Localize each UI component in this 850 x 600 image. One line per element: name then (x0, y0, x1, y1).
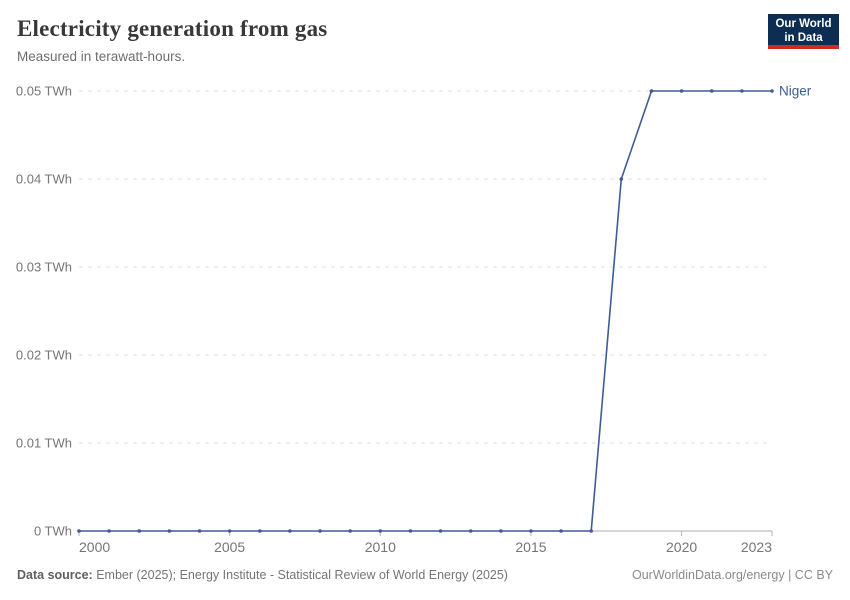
data-point-marker (137, 529, 142, 533)
license-note: OurWorldinData.org/energy | CC BY (631, 568, 833, 582)
data-point-marker (679, 89, 684, 93)
y-axis-tick-label: 0.04 TWh (16, 172, 72, 187)
data-point-marker (468, 529, 473, 533)
y-axis-tick-label: 0 TWh (34, 524, 72, 539)
data-point-marker (709, 89, 714, 93)
data-point-marker (619, 177, 624, 181)
data-point-marker (378, 529, 383, 533)
data-point-marker (499, 529, 503, 533)
data-point-marker (227, 529, 232, 533)
series-label-niger[interactable]: Niger (779, 84, 812, 99)
owid-logo-line1: Our World (775, 18, 832, 30)
data-point-marker (197, 529, 202, 533)
chart-header: Electricity generation from gas Measured… (17, 16, 833, 64)
data-point-marker (438, 529, 443, 533)
y-axis-tick-label: 0.01 TWh (16, 436, 72, 451)
data-point-marker (740, 89, 744, 93)
y-axis-tick-label: 0.05 TWh (16, 84, 72, 99)
data-point-marker (559, 529, 563, 533)
data-source-note: Data source: Ember (2025); Energy Instit… (17, 568, 508, 582)
y-axis-tick-label: 0.02 TWh (16, 348, 72, 363)
data-point-marker (589, 529, 594, 533)
data-point-marker (318, 529, 322, 533)
data-source-label: Data source: (17, 568, 93, 582)
owid-logo-line2: in Data (784, 31, 823, 44)
data-point-marker (257, 529, 262, 533)
data-point-marker (288, 529, 292, 533)
x-axis-tick-label: 2005 (214, 539, 245, 555)
data-point-marker (107, 529, 111, 533)
data-source-text: Ember (2025); Energy Institute - Statist… (92, 568, 508, 582)
data-line (79, 90, 772, 532)
chart-title: Electricity generation from gas (17, 16, 328, 41)
owid-logo[interactable]: Our World in Data (768, 14, 839, 49)
y-axis-tick-label: 0.03 TWh (16, 260, 72, 275)
data-point-marker (167, 529, 172, 533)
chart-footer: Data source: Ember (2025); Energy Instit… (17, 568, 833, 582)
chart-subtitle: Measured in terawatt-hours. (17, 49, 186, 64)
data-point-marker (348, 529, 352, 533)
x-axis-tick-label: 2010 (365, 539, 396, 555)
x-axis-tick-label: 2015 (515, 539, 546, 555)
x-axis-tick-label: 2023 (741, 539, 772, 555)
data-point-marker (770, 89, 774, 93)
x-axis-tick-label: 2020 (666, 539, 697, 555)
data-point-marker (408, 529, 413, 533)
x-axis-tick-label: 2000 (79, 539, 110, 555)
data-point-marker (529, 529, 533, 533)
data-point-marker (649, 89, 654, 93)
data-point-marker (77, 529, 81, 533)
